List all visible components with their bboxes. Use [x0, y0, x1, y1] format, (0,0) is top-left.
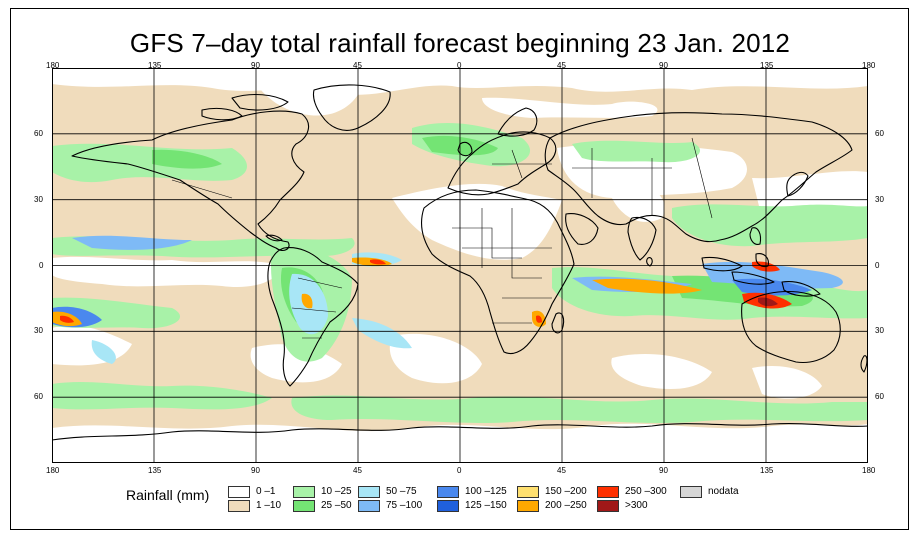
- legend-swatch: [597, 500, 619, 512]
- top-lon-label: 180: [46, 61, 60, 70]
- graticule: [52, 68, 868, 463]
- legend-label: 200 –250: [545, 500, 587, 511]
- legend-swatch: [437, 486, 459, 498]
- legend-swatch: [293, 486, 315, 498]
- legend-swatch: [293, 500, 315, 512]
- legend-label: 25 –50: [321, 500, 352, 511]
- top-lon-label: 135: [760, 61, 774, 70]
- legend-swatch: [228, 486, 250, 498]
- left-lat-label: 60: [34, 392, 43, 401]
- legend-title: Rainfall (mm): [126, 487, 210, 503]
- top-lon-label: 180: [862, 61, 876, 70]
- map-title: GFS 7–day total rainfall forecast beginn…: [129, 28, 791, 58]
- legend-label: nodata: [708, 486, 739, 497]
- legend-swatch: [517, 486, 539, 498]
- legend-label: 0 –1: [256, 486, 276, 497]
- legend-swatch: [437, 500, 459, 512]
- legend-label: 1 –10: [256, 500, 282, 511]
- right-lat-label: 30: [875, 326, 884, 335]
- legend-swatch: [358, 500, 380, 512]
- top-lon-label: 135: [148, 61, 162, 70]
- top-lon-label: 90: [659, 61, 668, 70]
- legend-label: 250 –300: [625, 486, 667, 497]
- left-lat-label: 30: [34, 326, 43, 335]
- right-lat-label: 60: [875, 129, 884, 138]
- bottom-lon-label: 180: [46, 466, 60, 475]
- coastlines: [52, 84, 868, 441]
- legend-label: >300: [625, 500, 648, 511]
- legend-swatch: [597, 486, 619, 498]
- top-lon-label: 0: [457, 61, 462, 70]
- legend-label: 125 –150: [465, 500, 507, 511]
- left-lat-label: 60: [34, 129, 43, 138]
- rainfall-map: [52, 68, 868, 463]
- top-lon-label: 90: [251, 61, 260, 70]
- top-lon-label: 45: [557, 61, 566, 70]
- bottom-lon-label: 45: [557, 466, 566, 475]
- left-lat-label: 0: [39, 261, 44, 270]
- right-lat-label: 0: [875, 261, 880, 270]
- right-lat-label: 30: [875, 195, 884, 204]
- country-borders: [171, 137, 713, 339]
- legend-swatch: [680, 486, 702, 498]
- bottom-lon-label: 90: [251, 466, 260, 475]
- legend-label: 100 –125: [465, 486, 507, 497]
- map-border: [52, 68, 868, 463]
- bottom-lon-label: 0: [457, 466, 462, 475]
- legend-swatch: [228, 500, 250, 512]
- bottom-lon-label: 135: [148, 466, 162, 475]
- left-lat-label: 30: [34, 195, 43, 204]
- right-lat-label: 60: [875, 392, 884, 401]
- legend-label: 150 –200: [545, 486, 587, 497]
- legend-label: 50 –75: [386, 486, 417, 497]
- legend-swatch: [517, 500, 539, 512]
- bottom-lon-label: 180: [862, 466, 876, 475]
- top-lon-label: 45: [353, 61, 362, 70]
- legend-swatch: [358, 486, 380, 498]
- bottom-lon-label: 45: [353, 466, 362, 475]
- legend-label: 10 –25: [321, 486, 352, 497]
- legend-label: 75 –100: [386, 500, 423, 511]
- bottom-lon-label: 90: [659, 466, 668, 475]
- bottom-lon-label: 135: [760, 466, 774, 475]
